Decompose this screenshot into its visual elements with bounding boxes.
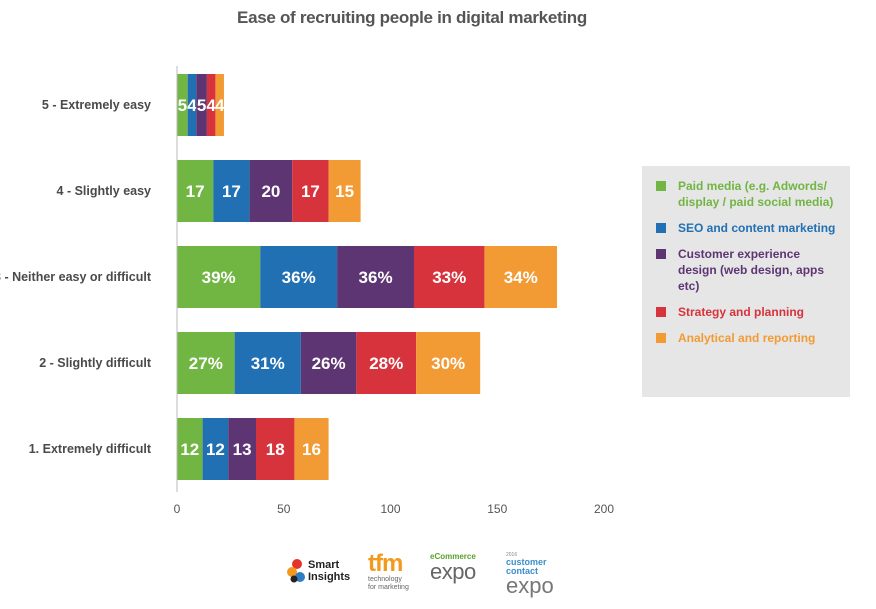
bar-segment (484, 246, 558, 308)
legend-label: Analytical and reporting (678, 331, 816, 345)
bar-segment (234, 332, 301, 394)
bar-segment (337, 246, 414, 308)
bar-data-label: 39% (202, 268, 236, 287)
legend-swatch (656, 333, 666, 343)
tick-label: 100 (380, 502, 400, 516)
bar-data-label: 30% (431, 354, 465, 373)
bar-data-label: 31% (251, 354, 285, 373)
bar-data-label: 17 (186, 182, 205, 201)
legend-item: Analytical and reporting (656, 330, 840, 346)
bar-data-label: 27% (189, 354, 223, 373)
smart-insights-icon (287, 559, 305, 583)
legend-item: Paid media (e.g. Adwords/ display / paid… (656, 178, 840, 210)
legend-item: Customer experience design (web design, … (656, 246, 840, 294)
legend-swatch (656, 181, 666, 191)
bar-segment (228, 418, 256, 480)
category-label: 4 - Slightly easy (57, 184, 152, 198)
category-label: 2 - Slightly difficult (39, 356, 152, 370)
bar-segment (215, 74, 224, 136)
bar-segment (177, 74, 188, 136)
customer-contact-expo-line2: contact (506, 566, 539, 576)
bar-data-label: 34% (504, 268, 538, 287)
bar-segment (206, 74, 216, 136)
legend-label: Strategy and planning (678, 305, 805, 319)
bar-data-label: 4 (187, 96, 197, 115)
legend-label: Customer experience design (web design, … (678, 247, 825, 293)
bar-data-label: 17 (222, 182, 241, 201)
customer-contact-expo-logo: 2016 customer contact expo (506, 552, 570, 598)
bar-data-label: 15 (335, 182, 354, 201)
bar-segment (292, 160, 329, 222)
category-label: 5 - Extremely easy (42, 98, 151, 112)
legend-swatch (656, 307, 666, 317)
bar-data-label: 28% (369, 354, 403, 373)
bar-segment (413, 246, 485, 308)
bar-data-label: 20 (261, 182, 280, 201)
customer-contact-expo-year: 2016 (506, 552, 518, 558)
bar-data-label: 17 (301, 182, 320, 201)
bar-data-label: 13 (233, 440, 252, 459)
bar-segment (177, 246, 261, 308)
bar-segment (260, 246, 338, 308)
tfm-line2: for marketing (368, 584, 409, 591)
bar-segment (177, 418, 203, 480)
bar-segment (213, 160, 250, 222)
bar-data-label: 12 (206, 440, 225, 459)
bar-segment (202, 418, 229, 480)
tick-label: 150 (487, 502, 507, 516)
bar-segment (294, 418, 329, 480)
bar-data-label: 33% (432, 268, 466, 287)
ecommerce-expo-logo: eCommerce expo (430, 552, 494, 583)
bar-data-label: 36% (282, 268, 316, 287)
sponsor-logos: Smart Insights tfm technology for market… (284, 552, 574, 597)
value-axis: 0 50 100 150 200 (174, 502, 615, 516)
bar-data-label: 5 (178, 96, 187, 115)
bar-segment (177, 160, 214, 222)
tick-label: 50 (277, 502, 291, 516)
bar-segment (177, 332, 235, 394)
bar-segment (416, 332, 481, 394)
tick-label: 0 (174, 502, 181, 516)
legend-swatch (656, 249, 666, 259)
legend-swatch (656, 223, 666, 233)
chart-title: Ease of recruiting people in digital mar… (237, 8, 587, 27)
tfm-logo: tfm technology for marketing (368, 552, 418, 592)
bar-data-label: 5 (197, 96, 206, 115)
smart-insights-line2: Insights (308, 571, 351, 583)
bar-data-label: 12 (180, 440, 199, 459)
bar-data-label: 36% (359, 268, 393, 287)
bar-data-label: 16 (302, 440, 321, 459)
ecommerce-expo-wordmark: expo (430, 559, 476, 584)
bar-data-label: 18 (266, 440, 285, 459)
legend-label: Paid media (e.g. Adwords/ display / paid… (678, 179, 834, 209)
bar-segment (187, 74, 197, 136)
bar-data-label: 4 (206, 96, 216, 115)
legend: Paid media (e.g. Adwords/ display / paid… (642, 166, 850, 397)
legend-item: Strategy and planning (656, 304, 840, 320)
bar-segment (196, 74, 207, 136)
smart-insights-line1: Smart (308, 559, 340, 571)
legend-item: SEO and content marketing (656, 220, 840, 236)
tfm-wordmark: tfm (368, 550, 403, 577)
bar-segment (249, 160, 293, 222)
bar-segment (300, 332, 357, 394)
legend-label: SEO and content marketing (678, 221, 836, 235)
bar-segment (255, 418, 295, 480)
bar-data-label: 4 (215, 96, 225, 115)
ecommerce-expo-top: eCommerce (430, 552, 476, 561)
category-label: 3 - Neither easy or difficult (0, 270, 152, 284)
bar-segment (328, 160, 361, 222)
tfm-line1: technology (368, 576, 402, 583)
tick-label: 200 (594, 502, 614, 516)
bar-segment (356, 332, 417, 394)
bar-data-label: 26% (312, 354, 346, 373)
category-label: 1. Extremely difficult (29, 442, 152, 456)
customer-contact-expo-wordmark: expo (506, 573, 554, 598)
customer-contact-expo-line1: customer (506, 557, 547, 567)
category-axis: 5 - Extremely easy 4 - Slightly easy 3 - N… (0, 98, 152, 456)
